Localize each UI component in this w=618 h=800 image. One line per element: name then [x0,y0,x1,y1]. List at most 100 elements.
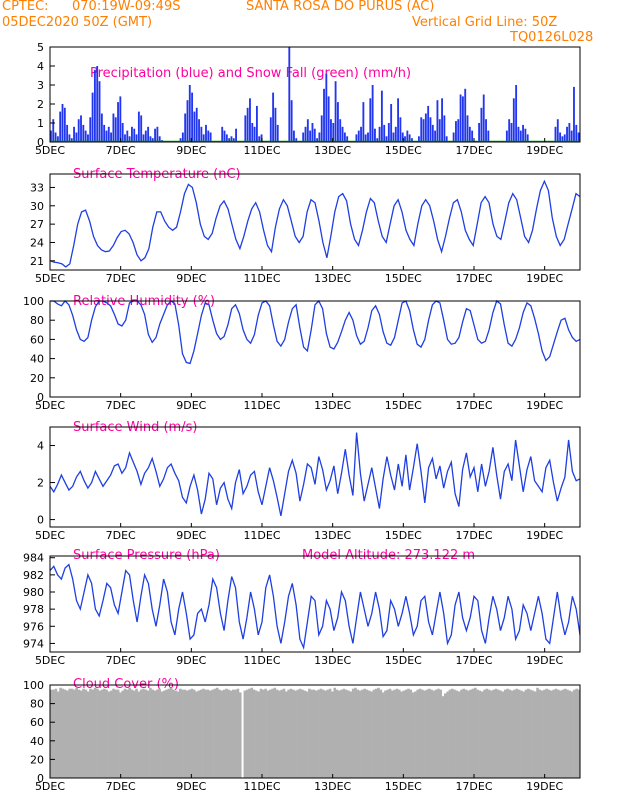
cloud-bar [439,689,443,778]
cloud-bar [409,689,413,778]
pres-ytick-label: 984 [23,552,44,565]
cloud-bar [236,688,240,778]
cloud-bar [508,689,512,778]
precip-bar [455,121,457,142]
cloud-bar [188,689,191,778]
precip-bar [323,88,325,142]
pres-ytick-label: 976 [23,620,44,633]
precip-bar [96,66,99,142]
wind-xtick-label: 5DEC [35,529,65,542]
pres-xtick-label: 7DEC [106,654,136,667]
rh-ytick-label: 60 [30,333,44,346]
precip-bar [110,132,113,142]
cloud-frame [49,684,581,779]
rh-xtick-label: 5DEC [35,399,65,412]
cloud-bar [317,689,320,778]
precip-bar [87,134,89,142]
cloud-bar [570,691,574,778]
cloud-bar [344,689,348,778]
cloud-bar [363,688,366,778]
cloud-bar [372,689,376,778]
precip-bar [251,123,254,142]
precip-bar [244,115,247,142]
precip-bar [193,111,196,142]
temp-ytick-label: 21 [30,255,44,268]
precip-bar [360,126,362,142]
precip-bar [50,130,52,142]
cloud-bar [56,691,60,778]
cloud-bar [305,691,309,778]
precip-bar [445,136,448,142]
cloud-xtick-label: 7DEC [106,780,136,793]
temp-ytick-label: 27 [30,218,44,231]
cloud-bar [462,688,466,778]
precip-bar [269,117,272,142]
cloud-bar [308,688,311,778]
cloud-ytick-label: 0 [37,772,44,785]
cloud-bar [245,689,249,778]
precip-bar [103,124,106,142]
precip-bar [246,107,249,142]
cloud-bar [499,690,502,778]
precip-bar [186,100,189,142]
precip-bar [519,130,522,142]
cloud-bar [149,687,152,778]
cloud-bar [338,690,341,778]
header-run: 05DEC2020 50Z (GMT) [2,15,153,30]
precip-bar [320,115,323,142]
precip-xtick-label: 5DEC [35,144,65,157]
precip-bar [367,132,369,142]
pres-ytick-label: 980 [23,586,44,599]
cloud-bar [255,690,258,778]
cloud-bar [540,690,544,778]
cloud-xtick-label: 15DEC [385,780,422,793]
precip-bar [91,92,94,142]
header-agency: CPTEC: [2,0,49,14]
precip-bar [332,123,335,142]
cloud-bar [262,689,265,778]
cloud-bar [273,687,277,778]
cloud-bar [278,690,281,778]
temp-xtick-label: 9DEC [176,272,206,285]
cloud-xtick-label: 11DEC [243,780,280,793]
precip-bar [457,119,460,142]
cloud-bar [128,687,131,778]
temp-xtick-label: 11DEC [243,272,280,285]
cloud-bar [139,689,143,778]
cloud-bar [400,691,403,778]
cloud-bar [75,687,78,778]
cloud-bar [444,693,447,778]
precip-bar [135,134,138,142]
precip-bar [515,85,518,142]
precip-bar [311,123,314,142]
precip-bar [80,115,82,142]
temp-xtick-label: 19DEC [526,272,563,285]
precip-bar [485,119,487,142]
precip-bar [133,128,136,142]
precip-xtick-label: 7DEC [106,144,136,157]
cloud-bar [416,689,419,778]
cloud-bar [160,691,164,778]
precip-bar [126,130,129,142]
precip-bar [225,134,228,142]
header-code: TQ0126L028 [510,30,594,45]
cloud-bar [556,689,560,778]
cloud-ytick-label: 60 [30,716,44,729]
cloud-bar [354,687,357,778]
precip-bar [137,111,140,142]
wind-xtick-label: 13DEC [314,529,351,542]
rh-ytick-label: 20 [30,372,44,385]
wind-xtick-label: 17DEC [455,529,492,542]
precip-bar [181,132,184,142]
cloud-bar [73,689,76,778]
cloud-bar [199,689,203,778]
precip-bar [512,98,515,142]
precip-bar [309,130,312,142]
wind-xtick-label: 11DEC [243,529,280,542]
cloud-bar [116,689,120,778]
precip-bar [376,138,379,142]
cloud-bar [190,688,194,778]
cloud-bar [119,692,122,778]
precip-bar [68,134,71,142]
precip-bar [452,132,455,142]
